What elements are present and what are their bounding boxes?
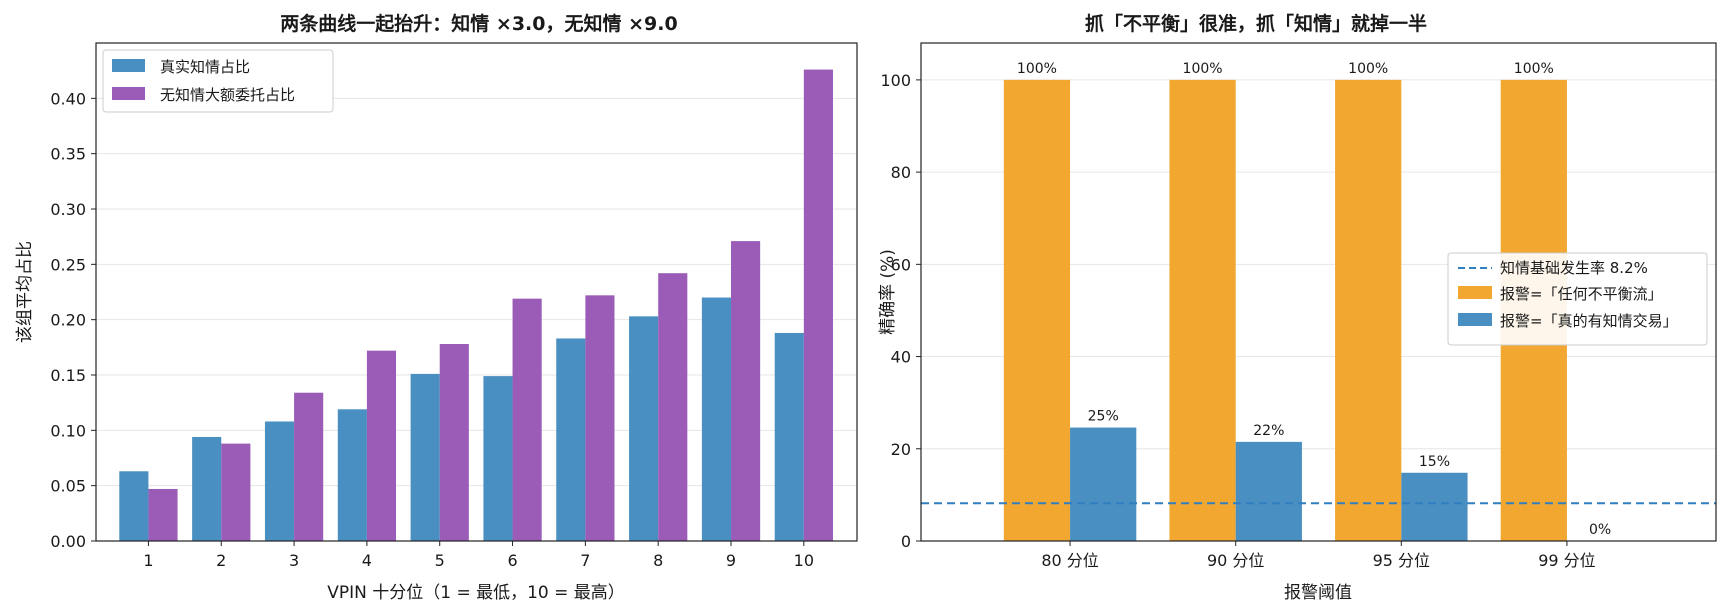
bar-informed	[774, 332, 804, 541]
legend-label-informed: 真实知情占比	[160, 58, 250, 76]
left-x-tick-label: 8	[653, 551, 663, 570]
left-y-tick-label: 0.15	[50, 366, 86, 385]
bar-informed	[629, 316, 659, 541]
left-x-tick-label: 7	[580, 551, 590, 570]
bar-informed	[701, 297, 732, 541]
bar-true-informed	[1235, 441, 1302, 541]
left-y-tick-label: 0.00	[50, 532, 86, 551]
bar-any-imbalance	[1003, 79, 1071, 541]
left-x-tick-label: 9	[726, 551, 736, 570]
right-legend-box	[1447, 252, 1708, 346]
left-x-tick-label: 5	[435, 551, 445, 570]
legend-swatch-any-imbalance	[1458, 286, 1492, 299]
bar-uninformed	[803, 69, 833, 541]
bar-true-informed	[1401, 472, 1468, 541]
data-label: 15%	[1419, 454, 1450, 470]
bar-informed	[337, 409, 367, 541]
bar-uninformed	[585, 295, 615, 541]
data-label: 100%	[1514, 61, 1554, 77]
left-x-tick-label: 3	[289, 551, 299, 570]
left-x-tick-label: 4	[362, 551, 372, 570]
right-x-tick-label: 80 分位	[1041, 551, 1098, 570]
legend-swatch-true-informed	[1458, 313, 1492, 326]
right-bars	[1003, 79, 1567, 541]
left-y-ticks: 0.00 0.05 0.10 0.15 0.20 0.25 0.30 0.35 0.40	[50, 89, 96, 551]
right-y-ticks: 0 20 40 60 80 100	[880, 71, 921, 551]
right-x-tick-label: 90 分位	[1207, 551, 1264, 570]
right-y-tick-label: 100	[880, 71, 911, 90]
right-x-axis-label: 报警阈值	[1284, 583, 1352, 603]
right-data-labels: 100% 25% 100% 22% 100% 15% 100% 0%	[1017, 61, 1611, 538]
right-x-tick-label: 99 分位	[1538, 551, 1595, 570]
bar-uninformed	[366, 350, 397, 541]
bar-uninformed	[658, 273, 688, 541]
right-chart-title: 抓「不平衡」很准，抓「知情」就掉一半	[1085, 12, 1427, 35]
bar-any-imbalance	[1169, 79, 1236, 541]
bar-uninformed	[148, 488, 178, 541]
data-label: 22%	[1253, 423, 1284, 439]
left-x-ticks: 1 2 3 4 5 6 7 8 9 10	[143, 541, 814, 570]
left-y-tick-label: 0.25	[50, 255, 86, 274]
left-x-tick-label: 1	[143, 551, 153, 570]
bar-informed	[410, 373, 440, 541]
legend-swatch-informed	[112, 59, 145, 72]
left-y-tick-label: 0.40	[50, 89, 86, 108]
right-legend: 知情基础发生率 8.2% 报警=「任何不平衡流」 报警=「真的有知情交易」	[1447, 252, 1708, 346]
right-y-axis-label: 精确率 (%)	[878, 249, 898, 335]
bar-uninformed	[731, 241, 761, 542]
right-y-tick-label: 40	[891, 348, 911, 367]
bar-uninformed	[512, 298, 542, 541]
data-label: 0%	[1589, 522, 1611, 538]
left-x-tick-label: 6	[507, 551, 517, 570]
left-y-tick-label: 0.20	[50, 311, 86, 330]
bar-informed	[192, 436, 222, 541]
bar-informed	[119, 471, 149, 541]
left-plot-frame	[95, 42, 858, 542]
legend-label-true-informed: 报警=「真的有知情交易」	[1500, 312, 1678, 330]
left-y-tick-label: 0.30	[50, 200, 86, 219]
bar-informed	[556, 338, 586, 541]
right-y-tick-label: 80	[891, 163, 911, 182]
left-x-tick-label: 2	[216, 551, 226, 570]
data-label: 25%	[1088, 409, 1119, 425]
left-chart-title: 两条曲线一起抬升：知情 ×3.0，无知情 ×9.0	[280, 12, 677, 35]
left-y-tick-label: 0.35	[50, 145, 86, 164]
bar-uninformed	[439, 344, 469, 541]
legend-label-uninformed: 无知情大额委托占比	[160, 86, 295, 104]
data-label: 100%	[1348, 61, 1388, 77]
right-y-tick-label: 0	[901, 532, 911, 551]
bar-informed	[264, 421, 295, 541]
legend-swatch-uninformed	[112, 87, 145, 100]
right-y-tick-label: 20	[891, 440, 911, 459]
left-bars	[119, 69, 833, 542]
right-x-tick-label: 95 分位	[1373, 551, 1430, 570]
legend-label-any-imbalance: 报警=「任何不平衡流」	[1500, 285, 1663, 303]
bar-uninformed	[294, 392, 324, 541]
bar-uninformed	[221, 443, 251, 541]
bar-any-imbalance	[1335, 79, 1402, 541]
left-legend: 真实知情占比 无知情大额委托占比	[102, 49, 334, 113]
data-label: 100%	[1183, 61, 1223, 77]
precision-chart: 抓「不平衡」很准，抓「知情」就掉一半 100% 25% 100% 22% 100% 15%…	[878, 12, 1717, 603]
left-x-axis-label: VPIN 十分位（1 = 最低，10 = 最高）	[327, 583, 625, 603]
right-plot-frame	[920, 42, 1717, 542]
legend-label-base-rate: 知情基础发生率 8.2%	[1500, 259, 1648, 277]
data-label: 100%	[1017, 61, 1057, 77]
vpin-decile-chart: 两条曲线一起抬升：知情 ×3.0，无知情 ×9.0 1 2 3 4 5 6 7 8 9 10 0.…	[15, 12, 858, 603]
bar-true-informed	[1070, 427, 1137, 541]
left-x-tick-label: 10	[794, 551, 814, 570]
left-y-axis-label: 该组平均占比	[15, 241, 35, 343]
left-y-tick-label: 0.05	[50, 477, 86, 496]
bar-informed	[483, 376, 513, 541]
left-y-tick-label: 0.10	[50, 421, 86, 440]
right-y-tick-label: 60	[891, 255, 911, 274]
left-legend-box	[102, 49, 334, 113]
right-x-ticks: 80 分位 90 分位 95 分位 99 分位	[1041, 541, 1596, 570]
